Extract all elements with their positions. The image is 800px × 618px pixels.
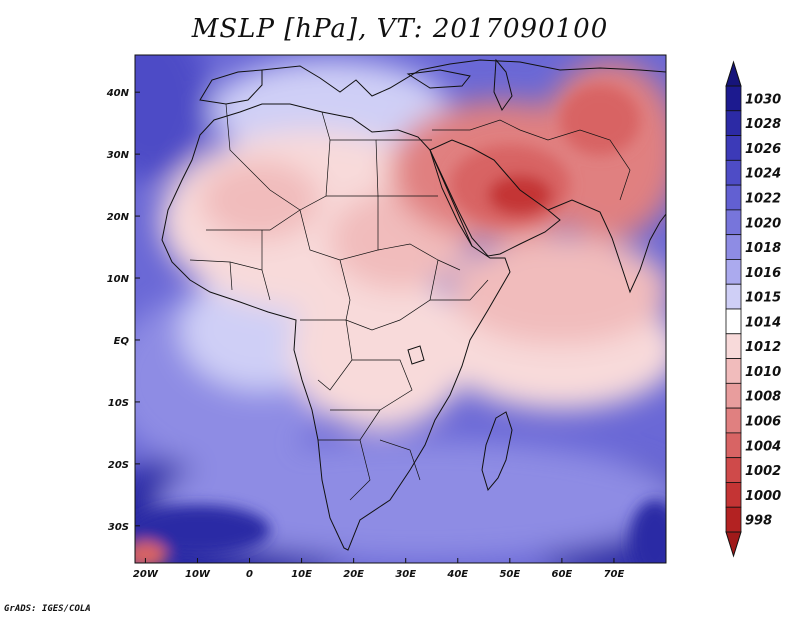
lat-tick-label: 40N bbox=[106, 88, 130, 99]
border-southern bbox=[318, 409, 421, 501]
lon-tick-label: 20E bbox=[343, 569, 364, 580]
red-sea-line bbox=[429, 149, 473, 247]
colorbar-top-arrow bbox=[725, 60, 742, 87]
caspian-sea bbox=[493, 58, 513, 112]
colorbar-swatch bbox=[725, 110, 742, 136]
colorbar-swatch bbox=[725, 407, 742, 434]
plot-frame bbox=[134, 54, 667, 564]
border-westafrica bbox=[189, 230, 271, 301]
lon-tick-label: 20W bbox=[133, 569, 159, 580]
lat-tick-label: 30S bbox=[108, 522, 129, 533]
lat-tick-label: 10N bbox=[107, 274, 130, 285]
colorbar-label: 1028 bbox=[745, 117, 781, 132]
colorbar-swatch bbox=[725, 135, 742, 161]
field-south-atlantic-core bbox=[135, 505, 270, 555]
colorbar-label: 1014 bbox=[745, 315, 781, 330]
colorbar-swatch bbox=[725, 358, 742, 384]
colorbar-swatch bbox=[725, 308, 742, 335]
black-sea bbox=[406, 69, 471, 89]
colorbar-label: 1030 bbox=[745, 92, 781, 107]
border-central bbox=[339, 243, 439, 331]
colorbar-label: 1012 bbox=[745, 340, 781, 355]
lon-tick-label: 50E bbox=[499, 569, 520, 580]
colorbar-swatch bbox=[725, 333, 742, 359]
colorbar-swatch bbox=[725, 506, 742, 533]
colorbar-label: 1015 bbox=[745, 291, 781, 306]
field-arabian-sea bbox=[450, 235, 666, 345]
colorbar-swatch bbox=[725, 457, 742, 483]
pressure-field bbox=[135, 55, 666, 563]
colorbar-label: 1004 bbox=[745, 439, 781, 454]
colorbar-label: 1024 bbox=[745, 167, 781, 182]
colorbar-label: 1002 bbox=[745, 464, 781, 479]
lon-tick-label: 70E bbox=[604, 569, 625, 580]
lon-tick-label: 60E bbox=[552, 569, 573, 580]
colorbar-label: 998 bbox=[745, 514, 772, 529]
europe-south-coast bbox=[261, 59, 666, 97]
lat-tick-label: 30N bbox=[107, 150, 130, 161]
map-title: MSLP [hPa], VT: 2017090100 bbox=[191, 14, 609, 44]
colorbar-label: 1010 bbox=[745, 365, 781, 380]
border-egypt bbox=[376, 139, 438, 197]
colorbar-label: 1018 bbox=[745, 241, 781, 256]
colorbar-swatch bbox=[725, 259, 742, 285]
colorbar-swatch bbox=[725, 209, 742, 236]
colorbar-swatch bbox=[725, 432, 742, 459]
border-congo bbox=[300, 319, 413, 411]
lon-tick-label: 0 bbox=[246, 569, 253, 580]
lat-tick-label: EQ bbox=[114, 336, 130, 347]
field-westafrica-low bbox=[200, 160, 320, 240]
colorbar-swatch bbox=[725, 283, 742, 310]
latitude-axis: 40N 30N 20N 10N EQ 10S 20S 30S bbox=[106, 88, 140, 533]
lon-tick-label: 40E bbox=[446, 569, 468, 580]
lat-tick-label: 20S bbox=[108, 460, 129, 471]
colorbar-swatch bbox=[725, 159, 742, 186]
field-southeast-corner-high bbox=[630, 500, 666, 563]
asia-south-coast bbox=[547, 199, 666, 294]
coastlines bbox=[161, 58, 666, 551]
lake-victoria bbox=[407, 345, 425, 365]
colorbar-swatch bbox=[725, 482, 742, 508]
arabian-peninsula bbox=[429, 139, 561, 257]
colorbar-swatch bbox=[725, 234, 742, 260]
field-southwest-corner-low bbox=[135, 541, 167, 563]
lon-tick-label: 10E bbox=[291, 569, 312, 580]
colorbar-label: 1000 bbox=[745, 489, 781, 504]
colorbar-swatch bbox=[725, 184, 742, 211]
grads-credit: GrADS: IGES/COLA bbox=[4, 604, 91, 614]
colorbar-label: 1006 bbox=[745, 415, 781, 430]
longitude-axis: 20W 10W 0 10E 20E 30E 40E 50E 60E 70E bbox=[133, 558, 625, 580]
field-southern-band bbox=[160, 440, 666, 560]
border-horn bbox=[430, 259, 489, 301]
lat-tick-label: 10S bbox=[108, 398, 129, 409]
colorbar-label: 1008 bbox=[745, 390, 781, 405]
colorbar-label: 1016 bbox=[745, 266, 781, 281]
field-central-africa bbox=[290, 270, 470, 430]
madagascar bbox=[481, 411, 513, 492]
colorbar-swatch bbox=[725, 85, 742, 112]
country-borders bbox=[189, 103, 631, 501]
field-persian-gulf-core bbox=[488, 175, 552, 215]
lon-tick-label: 30E bbox=[395, 569, 416, 580]
colorbar-swatch bbox=[725, 382, 742, 409]
colorbar-label: 1022 bbox=[745, 192, 781, 207]
colorbar-bottom-arrow bbox=[725, 531, 742, 558]
colorbar-label: 1026 bbox=[745, 142, 781, 157]
lat-tick-label: 20N bbox=[107, 212, 130, 223]
border-libya bbox=[326, 139, 379, 197]
border-middle-east bbox=[432, 119, 631, 201]
africa-coastline bbox=[161, 103, 511, 551]
colorbar: 1030 1028 1026 1024 1022 1020 1018 1016 1015 1014… bbox=[725, 60, 781, 558]
field-atlantic-north-high bbox=[135, 55, 210, 180]
iberia bbox=[199, 69, 263, 105]
colorbar-label: 1020 bbox=[745, 216, 781, 231]
lon-tick-label: 10W bbox=[185, 569, 211, 580]
field-pakistan-core bbox=[560, 85, 640, 155]
